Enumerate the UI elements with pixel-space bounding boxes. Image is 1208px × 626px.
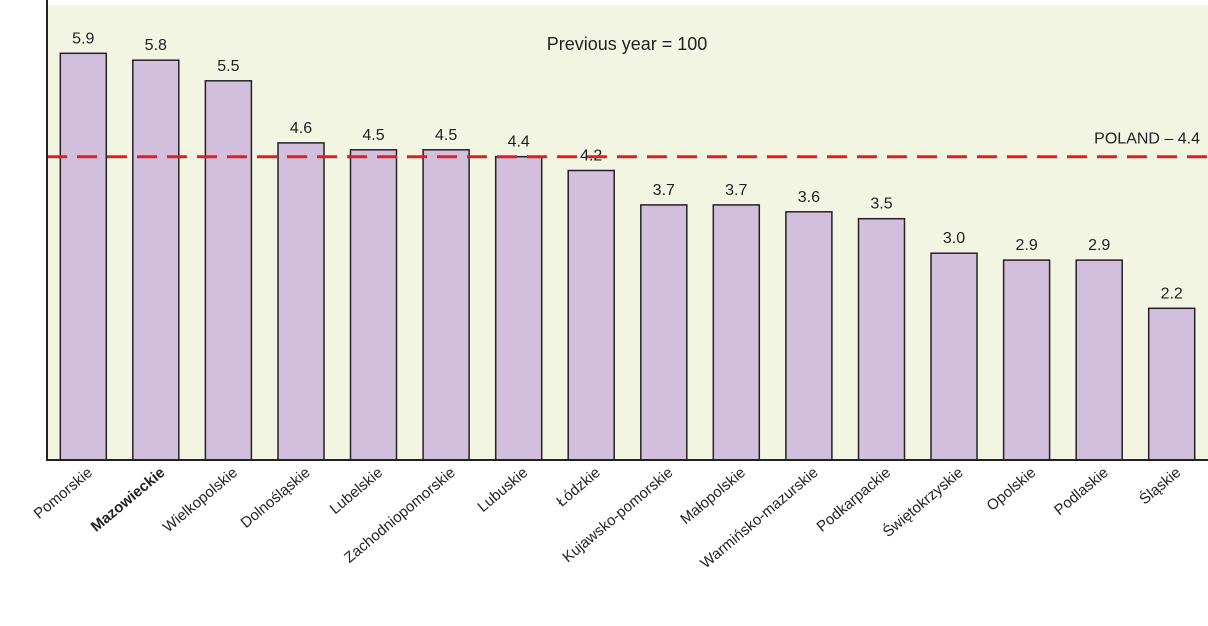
reference-line-label: POLAND – 4.4	[1094, 131, 1200, 148]
value-label--wi-tokrzyskie: 3.0	[943, 230, 965, 247]
bar--wi-tokrzyskie	[930, 252, 978, 461]
category-label--dzkie: Łódzkie	[553, 464, 604, 510]
category-label-lubuskie: Lubuskie	[474, 464, 531, 516]
value-label-ma-opolskie: 3.7	[725, 182, 747, 199]
bar-warmi-sko-mazurskie	[785, 211, 833, 461]
bar-podkarpackie	[857, 217, 906, 461]
value-label-podlaskie: 2.9	[1088, 237, 1110, 254]
category-label-dolno-l-skie: Dolnośląskie	[237, 464, 313, 532]
bar-dolno-l-skie	[277, 142, 325, 461]
category-label-pomorskie: Pomorskie	[31, 464, 96, 523]
value-label-kujawsko-pomorskie: 3.7	[653, 182, 675, 199]
value-label-podkarpackie: 3.5	[870, 196, 892, 213]
bar-lubelskie	[349, 149, 398, 461]
value-label-warmi-sko-mazurskie: 3.6	[798, 189, 820, 206]
bar-ma-opolskie	[712, 204, 761, 461]
bar--l-skie	[1147, 307, 1196, 461]
category-label-podlaskie: Podlaskie	[1051, 464, 1112, 519]
bar-zachodniopomorskie	[422, 149, 470, 461]
bars-group	[59, 52, 1196, 461]
bar-pomorskie	[59, 52, 108, 461]
value-label-wielkopolskie: 5.5	[217, 58, 239, 75]
base-annotation: Previous year = 100	[547, 34, 708, 54]
value-label-pomorskie: 5.9	[72, 30, 94, 47]
category-label-opolskie: Opolskie	[984, 464, 1040, 515]
bar-kujawsko-pomorskie	[640, 204, 688, 461]
category-labels-group: PomorskieMazowieckieWielkopolskieDolnośl…	[31, 463, 1185, 572]
value-label--l-skie: 2.2	[1161, 285, 1183, 302]
category-label-ma-opolskie: Małopolskie	[677, 464, 749, 528]
bar-opolskie	[1002, 259, 1051, 461]
category-label-warmi-sko-mazurskie: Warmińsko-mazurskie	[697, 464, 821, 572]
value-label-lubuskie: 4.4	[508, 134, 530, 151]
category-label--l-skie: Śląskie	[1136, 463, 1185, 508]
bar-wielkopolskie	[204, 80, 253, 461]
bar-lubuskie	[494, 155, 543, 461]
category-label-lubelskie: Lubelskie	[327, 464, 386, 518]
category-label-wielkopolskie: Wielkopolskie	[160, 464, 241, 536]
value-label-dolno-l-skie: 4.6	[290, 120, 312, 137]
value-label-mazowieckie: 5.8	[145, 37, 167, 54]
value-label-zachodniopomorskie: 4.5	[435, 127, 457, 144]
bar-podlaskie	[1075, 259, 1123, 461]
bar--dzkie	[567, 169, 615, 461]
category-label-mazowieckie: Mazowieckie	[88, 464, 169, 535]
value-label-opolskie: 2.9	[1015, 237, 1037, 254]
value-label-lubelskie: 4.5	[362, 127, 384, 144]
bar-mazowieckie	[132, 59, 180, 461]
